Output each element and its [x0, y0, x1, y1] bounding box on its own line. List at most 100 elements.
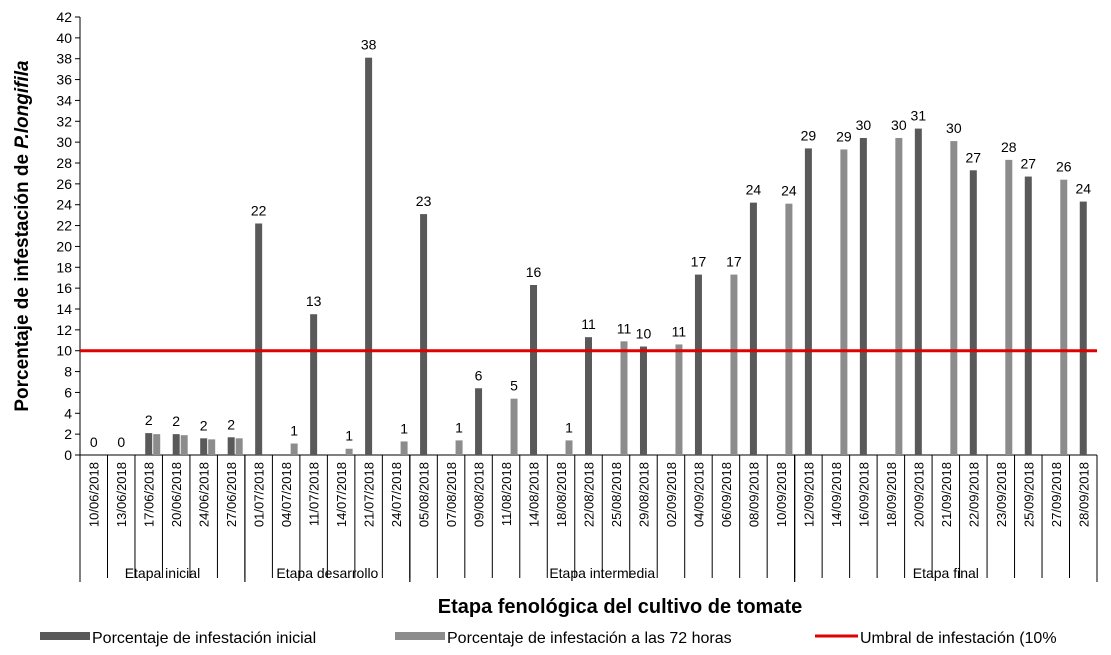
data-label: 28 [1001, 139, 1017, 155]
bar [1060, 179, 1068, 455]
bar [749, 202, 757, 455]
x-tick-label: 18/08/2018 [554, 462, 569, 527]
group-label: Etapa inicial [125, 565, 201, 581]
data-label: 1 [345, 428, 353, 444]
legend-label: Umbral de infestación (10% [860, 630, 1057, 647]
data-label: 17 [726, 254, 742, 270]
bar [585, 337, 592, 455]
bar [180, 435, 188, 455]
y-axis-title-text: Porcentaje de infestación de [12, 149, 33, 412]
legend-label: Porcentaje de infestación inicial [92, 630, 316, 647]
x-tick-label: 14/08/2018 [527, 462, 542, 527]
data-label: 16 [526, 264, 542, 280]
data-label: 1 [400, 420, 408, 436]
x-tick-label: 13/06/2018 [114, 462, 129, 527]
x-tick-label: 07/08/2018 [444, 462, 459, 527]
bar [620, 341, 628, 455]
x-tick-label: 05/08/2018 [417, 462, 432, 527]
y-tick-label: 0 [64, 447, 72, 463]
bar [950, 141, 958, 455]
data-label: 6 [475, 367, 483, 383]
data-label: 0 [117, 434, 125, 450]
y-tick-label: 32 [56, 113, 72, 129]
y-tick-label: 42 [56, 9, 72, 25]
x-tick-label: 17/06/2018 [142, 462, 157, 527]
x-tick-label: 27/06/2018 [224, 462, 239, 527]
y-tick-label: 38 [56, 51, 72, 67]
y-tick-label: 24 [56, 197, 72, 213]
data-label: 11 [617, 320, 632, 336]
data-label: 27 [966, 149, 982, 165]
y-axis-title: Porcentaje de infestación de P.longifila [12, 60, 33, 412]
y-tick-label: 26 [56, 176, 72, 192]
x-tick-label: 04/09/2018 [691, 462, 706, 527]
x-tick-label: 11/08/2018 [499, 462, 514, 526]
x-tick-label: 24/07/2018 [389, 462, 404, 527]
data-label: 38 [361, 37, 377, 53]
x-tick-label: 06/09/2018 [719, 462, 734, 527]
bar [200, 438, 208, 455]
bar [859, 137, 867, 455]
bar [694, 274, 702, 455]
legend-swatch [40, 632, 90, 640]
group-label: Etapa intermedia [549, 565, 655, 581]
y-tick-label: 18 [56, 259, 72, 275]
bar [400, 441, 408, 455]
x-tick-label: 25/09/2018 [1021, 462, 1036, 527]
y-tick-label: 6 [64, 384, 72, 400]
x-tick-label: 25/08/2018 [609, 462, 624, 527]
bar [510, 398, 518, 455]
data-label: 17 [691, 254, 707, 270]
data-label: 29 [836, 128, 852, 144]
data-label: 23 [416, 193, 432, 209]
group-label: Etapa final [913, 565, 979, 581]
bar [172, 434, 180, 455]
data-label: 2 [200, 417, 208, 433]
x-axis-title: Etapa fenológica del cultivo de tomate [438, 596, 803, 618]
x-tick-label: 22/08/2018 [582, 462, 597, 527]
x-tick-label: 02/09/2018 [664, 462, 679, 527]
x-tick-label: 04/07/2018 [279, 462, 294, 527]
bar [420, 214, 428, 455]
x-tick-label: 20/09/2018 [911, 462, 926, 527]
x-tick-label: 14/07/2018 [334, 462, 349, 527]
x-tick-label: 24/06/2018 [197, 462, 212, 527]
bar [840, 149, 848, 455]
y-tick-label: 2 [64, 426, 72, 442]
data-label: 1 [290, 423, 298, 439]
x-tick-label: 09/08/2018 [472, 462, 487, 527]
x-tick-label: 21/07/2018 [362, 462, 377, 527]
data-label: 30 [891, 117, 907, 133]
bar [455, 440, 463, 455]
data-label: 24 [1075, 181, 1091, 197]
data-label: 30 [856, 117, 872, 133]
bar [804, 148, 812, 455]
y-axis-title-italic: P.longifila [12, 60, 33, 149]
x-tick-label: 14/09/2018 [829, 462, 844, 527]
data-label: 24 [746, 182, 762, 198]
x-tick-label: 12/09/2018 [801, 462, 816, 527]
y-tick-label: 16 [56, 280, 72, 296]
bar [1079, 201, 1087, 455]
data-label: 13 [306, 293, 322, 309]
bar [530, 285, 538, 455]
bar [1024, 176, 1032, 456]
x-tick-label: 11/07/2018 [307, 462, 322, 526]
y-tick-label: 20 [56, 238, 72, 254]
bar [208, 439, 216, 455]
legend-swatch [395, 632, 445, 640]
y-tick-label: 4 [64, 405, 72, 421]
bar [365, 57, 373, 456]
x-tick-label: 16/09/2018 [856, 462, 871, 527]
bar [255, 223, 263, 455]
bar [235, 438, 243, 455]
data-label: 31 [911, 108, 927, 124]
bar [895, 137, 903, 455]
x-tick-label: 10/09/2018 [774, 462, 789, 527]
y-tick-label: 28 [56, 155, 72, 171]
x-tick-label: 20/06/2018 [169, 462, 184, 527]
y-tick-label: 30 [56, 134, 72, 150]
bar [290, 443, 298, 455]
data-label: 24 [781, 183, 797, 199]
